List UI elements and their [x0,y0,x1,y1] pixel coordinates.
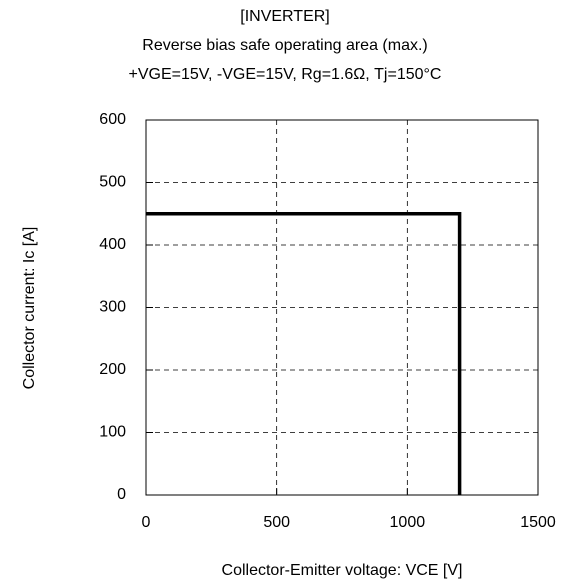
x-axis-label: Collector-Emitter voltage: VCE [V] [222,562,463,579]
y-tick-label: 300 [99,299,126,316]
chart-title: [INVERTER] [240,8,330,25]
x-tick-label: 0 [142,514,151,531]
y-tick-label: 600 [99,111,126,128]
x-tick-label: 500 [263,514,290,531]
y-tick-label: 100 [99,424,126,441]
y-tick-label: 400 [99,236,126,253]
chart-subtitle: Reverse bias safe operating area (max.) [142,37,427,54]
plot-frame [145,119,539,496]
y-tick-label: 200 [99,361,126,378]
y-axis-label: Collector current: Ic [A] [21,227,38,390]
chart-conditions: +VGE=15V, -VGE=15V, Rg=1.6Ω, Tj=150°C [129,66,442,83]
x-tick-label: 1500 [520,514,556,531]
y-tick-label: 0 [117,486,126,503]
y-tick-label: 500 [99,174,126,191]
x-tick-label: 1000 [390,514,426,531]
series-line [146,212,462,495]
